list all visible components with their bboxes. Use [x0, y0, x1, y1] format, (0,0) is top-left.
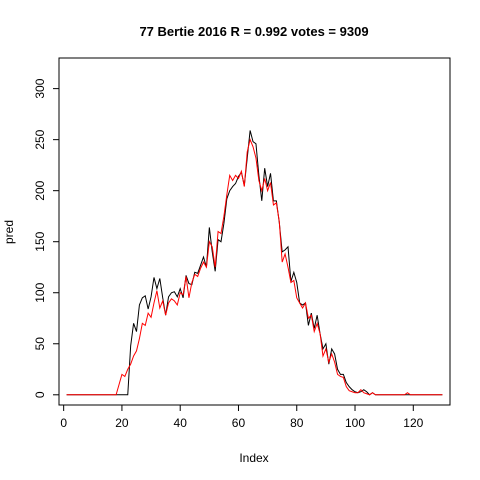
x-tick-label: 80	[290, 416, 304, 430]
x-tick-label: 60	[232, 416, 246, 430]
x-tick-label: 120	[403, 416, 423, 430]
y-tick-label: 0	[33, 391, 47, 398]
x-axis: 0 20 40 60 80 100 120	[60, 404, 424, 430]
series-layer	[66, 130, 443, 396]
x-tick-label: 100	[345, 416, 365, 430]
y-axis-label: pred	[2, 220, 16, 244]
series-line-2	[66, 138, 443, 396]
y-tick-label: 200	[33, 180, 47, 200]
y-tick-label: 250	[33, 129, 47, 149]
series-line-1	[66, 130, 443, 396]
y-tick-label: 300	[33, 78, 47, 98]
y-tick-label: 50	[33, 337, 47, 351]
x-tick-label: 0	[60, 416, 67, 430]
x-axis-label: Index	[239, 451, 268, 465]
x-tick-label: 40	[174, 416, 188, 430]
y-tick-label: 150	[33, 231, 47, 251]
plot-frame	[58, 57, 451, 406]
y-tick-label: 100	[33, 282, 47, 302]
x-tick-label: 20	[115, 416, 129, 430]
y-axis: 0 50 100 150 200 250 300	[33, 78, 60, 398]
chart-title: 77 Bertie 2016 R = 0.992 votes = 9309	[139, 24, 368, 39]
